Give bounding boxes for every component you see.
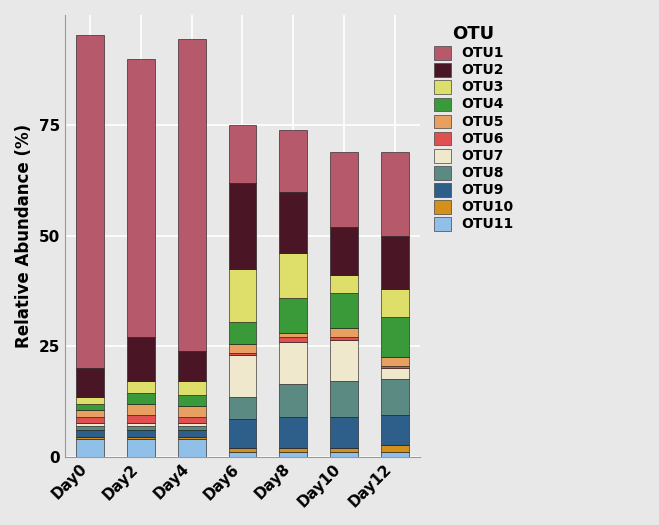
Bar [330,448,358,452]
Bar [76,423,104,426]
Bar [76,426,104,430]
Bar [178,395,206,406]
Bar [381,452,409,457]
Bar [279,342,307,384]
Bar [330,340,358,382]
Bar [76,35,104,368]
Bar [127,430,155,437]
Bar [76,368,104,397]
Bar [279,254,307,298]
Bar [76,439,104,457]
Bar [178,417,206,423]
Bar [178,39,206,351]
Bar [76,397,104,404]
Bar [229,397,256,419]
Bar [229,344,256,353]
Bar [178,351,206,382]
Bar [229,125,256,183]
Bar [330,452,358,457]
Bar [127,439,155,457]
Bar [381,366,409,368]
Bar [381,152,409,236]
Bar [127,338,155,382]
Bar [127,382,155,393]
Bar [178,406,206,417]
Bar [381,289,409,318]
Bar [76,417,104,423]
Bar [279,417,307,448]
Bar [76,404,104,410]
Bar [330,329,358,338]
Bar [229,353,256,355]
Bar [178,423,206,426]
Y-axis label: Relative Abundance (%): Relative Abundance (%) [15,124,33,348]
Bar [127,404,155,415]
Bar [178,437,206,439]
Bar [330,417,358,448]
Bar [229,269,256,322]
Bar [76,437,104,439]
Bar [381,318,409,357]
Bar [76,410,104,417]
Bar [279,333,307,338]
Bar [279,452,307,457]
Bar [381,357,409,366]
Bar [127,437,155,439]
Bar [76,430,104,437]
Bar [229,322,256,344]
Bar [330,227,358,276]
Bar [178,430,206,437]
Bar [330,338,358,340]
Bar [279,448,307,452]
Bar [381,446,409,452]
Bar [381,368,409,379]
Bar [127,59,155,338]
Bar [229,452,256,457]
Bar [279,384,307,417]
Bar [229,183,256,269]
Bar [279,130,307,192]
Bar [330,152,358,227]
Bar [127,393,155,404]
Bar [127,415,155,423]
Bar [381,415,409,446]
Bar [330,382,358,417]
Bar [229,419,256,448]
Bar [330,293,358,329]
Bar [279,192,307,254]
Bar [127,423,155,426]
Bar [279,298,307,333]
Bar [127,426,155,430]
Legend: OTU1, OTU2, OTU3, OTU4, OTU5, OTU6, OTU7, OTU8, OTU9, OTU10, OTU11: OTU1, OTU2, OTU3, OTU4, OTU5, OTU6, OTU7… [430,21,517,235]
Bar [381,379,409,415]
Bar [279,338,307,342]
Bar [229,355,256,397]
Bar [381,236,409,289]
Bar [178,382,206,395]
Bar [178,439,206,457]
Bar [178,426,206,430]
Bar [330,276,358,293]
Bar [229,448,256,452]
